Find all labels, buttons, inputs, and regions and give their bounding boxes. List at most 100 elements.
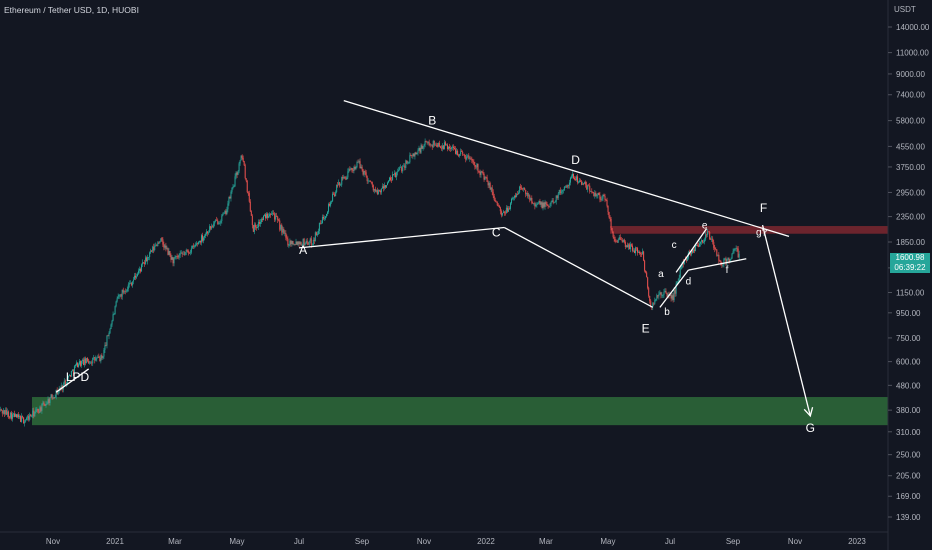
ytick-label: 14000.00: [896, 23, 930, 32]
candle-body: [363, 171, 365, 175]
candle-body: [641, 253, 643, 255]
candle-body: [672, 295, 674, 300]
candle-body: [48, 399, 50, 403]
candle-body: [685, 259, 687, 261]
candle-body: [579, 180, 581, 183]
candle-body: [267, 213, 269, 218]
candle-body: [306, 240, 308, 244]
candle-body: [315, 232, 317, 236]
candle-body: [85, 358, 87, 364]
candle-body: [192, 245, 194, 247]
candle-body: [560, 191, 562, 194]
candle-body: [262, 215, 264, 221]
ytick-label: 750.00: [896, 334, 921, 343]
candle-body: [422, 146, 424, 149]
candle-body: [230, 191, 232, 199]
trend-line[interactable]: [688, 258, 747, 271]
wave-label-e: e: [702, 221, 708, 232]
candle-body: [24, 421, 26, 424]
candle-body: [305, 240, 307, 244]
candle-body: [352, 170, 354, 171]
candle-body: [446, 144, 448, 150]
candle-body: [534, 203, 536, 207]
trend-line[interactable]: [55, 368, 90, 393]
candle-body: [423, 144, 425, 147]
candle-body: [214, 221, 216, 224]
candle-body: [653, 303, 655, 304]
candle-body: [557, 193, 559, 198]
candle-body: [148, 257, 150, 258]
candle-body: [504, 212, 506, 214]
candle-body: [391, 179, 393, 181]
candle-body: [598, 192, 600, 195]
candle-body: [32, 410, 34, 417]
trend-line[interactable]: [761, 224, 811, 417]
candle-body: [465, 156, 467, 160]
candle-body: [288, 244, 290, 246]
candle-body: [271, 213, 273, 215]
trend-line[interactable]: [504, 226, 654, 308]
candle-body: [735, 248, 737, 249]
candle-body: [256, 227, 258, 229]
candle-body: [633, 250, 635, 254]
candle-body: [347, 171, 349, 178]
candle-body: [108, 332, 110, 337]
candle-body: [464, 154, 466, 157]
arrow-head: [803, 407, 814, 418]
candle-body: [593, 193, 595, 197]
trend-line[interactable]: [299, 226, 505, 249]
trend-line[interactable]: [675, 228, 708, 273]
candle-body: [242, 157, 244, 162]
trend-line[interactable]: [343, 100, 790, 238]
candle-body: [283, 228, 285, 234]
candle-body: [708, 231, 710, 233]
candle-body: [55, 389, 57, 398]
candle-body: [224, 210, 226, 214]
wave-label-F: F: [760, 201, 767, 215]
candle-body: [437, 142, 439, 147]
ytick-label: 2350.00: [896, 213, 925, 222]
xtick-label: May: [600, 537, 615, 546]
candle-body: [403, 165, 405, 167]
xtick-label: 2022: [477, 537, 495, 546]
candle-body: [645, 270, 647, 273]
candle-body: [699, 243, 701, 247]
candle-body: [516, 194, 518, 197]
candle-body: [665, 290, 667, 294]
candle-body: [203, 237, 205, 241]
candle-body: [237, 171, 239, 175]
candle-body: [46, 403, 48, 405]
candle-body: [113, 313, 115, 315]
candle-body: [217, 220, 219, 225]
candle-body: [184, 252, 186, 255]
candle-body: [424, 141, 426, 145]
candle-body: [292, 241, 294, 245]
candle-body: [68, 375, 70, 376]
candle-body: [127, 284, 129, 289]
candle-body: [656, 295, 658, 300]
candle-body: [736, 248, 738, 249]
candle-body: [337, 185, 339, 186]
candle-body: [722, 264, 724, 266]
candle-body: [174, 256, 176, 259]
candle-body: [153, 246, 155, 251]
trend-line[interactable]: [659, 269, 689, 308]
candle-body: [47, 399, 49, 404]
candle-body: [333, 193, 335, 195]
candle-body: [431, 145, 433, 148]
candle-body: [604, 195, 606, 200]
candle-body: [563, 186, 565, 190]
candle-body: [105, 345, 107, 346]
candle-body: [86, 358, 88, 364]
current-price-tag: 1600.98 06:39:22: [890, 253, 930, 273]
candle-body: [480, 171, 482, 175]
candle-body: [96, 358, 98, 359]
candle-body: [239, 160, 241, 164]
candle-body: [468, 155, 470, 159]
candle-body: [470, 158, 472, 160]
candle-body: [294, 244, 296, 245]
candle-body: [111, 320, 113, 325]
candle-body: [296, 241, 298, 245]
candle-body: [99, 357, 101, 362]
